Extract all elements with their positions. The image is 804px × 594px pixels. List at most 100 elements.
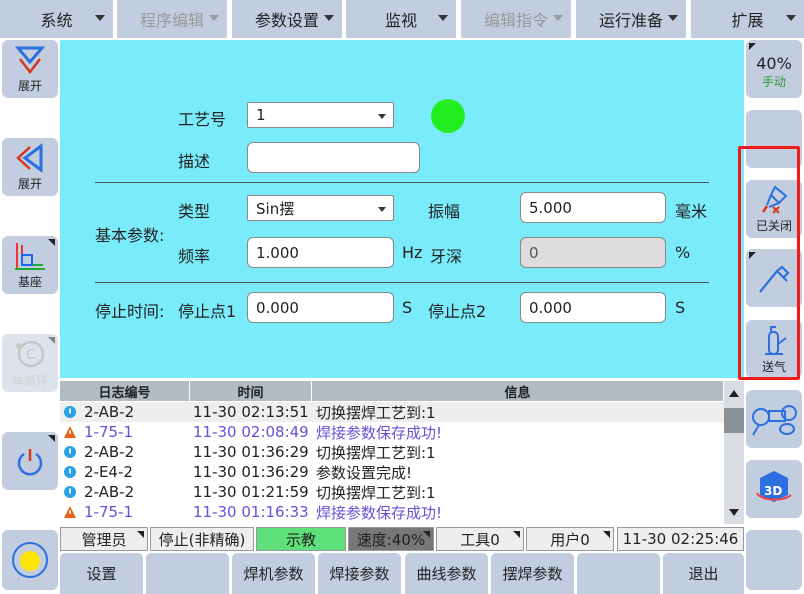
depth-input[interactable]: 0 xyxy=(520,237,666,268)
torch-angle-button[interactable] xyxy=(746,249,802,307)
speed-value: 40% xyxy=(756,54,792,73)
log-msg: 切换摆焊工艺到:1 xyxy=(316,483,436,502)
status-light-icon xyxy=(12,542,48,578)
log-time: 11-30 01:16:33 xyxy=(193,503,309,521)
freq-input[interactable]: 1.000 xyxy=(247,237,394,268)
user-status[interactable]: 管理员 xyxy=(60,527,148,551)
speed-status[interactable]: 速度:40% xyxy=(348,527,434,551)
amp-unit: 毫米 xyxy=(675,202,708,221)
info-icon xyxy=(64,446,76,458)
menu-label: 程序编辑 xyxy=(139,11,204,30)
userframe-text: 用户0 xyxy=(550,530,590,549)
menu-4[interactable]: 编辑指令 xyxy=(461,0,571,38)
log-row[interactable]: 2-AB-2 11-30 01:21:59 切换摆焊工艺到:1 xyxy=(60,482,724,502)
expand-down-icon xyxy=(15,46,45,74)
log-row[interactable]: 1-75-1 11-30 02:08:49 焊接参数保存成功! xyxy=(60,422,724,442)
menu-5[interactable]: 运行准备 xyxy=(576,0,686,38)
log-time: 11-30 02:13:51 xyxy=(193,403,309,421)
log-msg: 参数设置完成! xyxy=(316,463,413,482)
scroll-down-icon[interactable] xyxy=(729,509,739,516)
bottom-button-6[interactable] xyxy=(577,553,660,594)
amp-input[interactable]: 5.000 xyxy=(520,192,666,223)
basic-params-label: 基本参数: xyxy=(95,226,165,245)
bottom-button-5[interactable]: 摆焊参数 xyxy=(491,553,574,594)
stop-time-label: 停止时间: xyxy=(95,302,165,321)
chevron-down-icon xyxy=(378,114,386,119)
stop1-input[interactable]: 0.000 xyxy=(247,292,394,323)
type-label: 类型 xyxy=(178,202,211,221)
log-time: 11-30 02:08:49 xyxy=(193,423,309,441)
coordinate-axes-icon xyxy=(15,242,45,270)
bottom-button-2[interactable]: 焊机参数 xyxy=(232,553,315,594)
single-cycle-button[interactable]: C 单循环 xyxy=(2,334,58,392)
expand-button-side[interactable]: 展开 xyxy=(2,138,58,196)
log-row[interactable]: 2-AB-2 11-30 01:36:29 切换摆焊工艺到:1 xyxy=(60,442,724,462)
type-value: Sin摆 xyxy=(256,199,295,218)
col-header-time[interactable]: 时间 xyxy=(190,381,312,401)
bottom-button-7[interactable]: 退出 xyxy=(663,553,744,594)
clock: 11-30 02:25:46 xyxy=(617,527,744,551)
chevron-down-icon xyxy=(378,207,386,212)
log-time: 11-30 01:36:29 xyxy=(193,443,309,461)
userframe-status[interactable]: 用户0 xyxy=(526,527,614,551)
log-msg: 切换摆焊工艺到:1 xyxy=(316,403,436,422)
menu-6[interactable]: 扩展 xyxy=(691,0,804,38)
speed-button[interactable]: 40% 手动 xyxy=(746,40,802,98)
desc-input[interactable] xyxy=(247,142,420,173)
torch-status-label: 已关闭 xyxy=(755,218,792,233)
expand-label: 展开 xyxy=(17,176,42,191)
menu-label: 监视 xyxy=(384,11,417,30)
highlight-box xyxy=(738,146,800,380)
tool-text: 工具0 xyxy=(460,530,500,549)
gas-button[interactable]: 送气 xyxy=(746,320,802,378)
robot-arm-icon xyxy=(752,405,797,436)
speed-text: 速度:40% xyxy=(356,530,426,549)
mode-status: 示教 xyxy=(256,527,346,551)
menu-1[interactable]: 程序编辑 xyxy=(117,0,227,38)
info-icon xyxy=(64,466,76,478)
type-select[interactable]: Sin摆 xyxy=(247,195,394,221)
blank-button-bottom[interactable] xyxy=(746,530,802,590)
craft-value: 1 xyxy=(256,106,266,124)
craft-select[interactable]: 1 xyxy=(247,102,394,128)
bottom-button-4[interactable]: 曲线参数 xyxy=(405,553,488,594)
expand-button-top[interactable]: 展开 xyxy=(2,40,58,98)
menu-label: 参数设置 xyxy=(254,11,319,30)
stop2-input[interactable]: 0.000 xyxy=(520,292,666,323)
dropdown-corner-icon xyxy=(137,531,144,538)
expand-label: 展开 xyxy=(17,78,42,93)
menu-3[interactable]: 监视 xyxy=(346,0,456,38)
log-row[interactable]: 2-E4-2 11-30 01:36:29 参数设置完成! xyxy=(60,462,724,482)
log-row[interactable]: 1-75-1 11-30 01:16:33 焊接参数保存成功! xyxy=(60,502,724,522)
indicator-button[interactable] xyxy=(2,530,58,590)
menu-label: 系统 xyxy=(40,11,73,30)
cycle-icon: C xyxy=(16,340,45,367)
menu-2[interactable]: 参数设置 xyxy=(232,0,342,38)
3d-view-button[interactable]: 3D xyxy=(746,460,802,518)
coordinate-base-button[interactable]: 基座 xyxy=(2,236,58,294)
blank-button[interactable] xyxy=(746,110,802,168)
log-id: 1-75-1 xyxy=(84,423,133,441)
torch-button[interactable]: 已关闭 xyxy=(746,180,802,238)
bottom-button-3[interactable]: 焊接参数 xyxy=(318,553,401,594)
power-button[interactable] xyxy=(2,432,58,490)
robot-jog-button[interactable] xyxy=(746,390,802,448)
tool-status[interactable]: 工具0 xyxy=(436,527,524,551)
warning-icon xyxy=(64,426,76,438)
chevron-down-icon xyxy=(438,15,448,21)
menu-0[interactable]: 系统 xyxy=(0,0,113,38)
bottom-button-0[interactable]: 设置 xyxy=(60,553,143,594)
log-id: 2-AB-2 xyxy=(84,443,135,461)
scroll-up-icon[interactable] xyxy=(729,390,739,397)
scroll-thumb[interactable] xyxy=(724,408,744,433)
gas-label: 送气 xyxy=(761,359,786,374)
log-id: 2-AB-2 xyxy=(84,403,135,421)
svg-text:C: C xyxy=(26,347,36,363)
col-header-id[interactable]: 日志编号 xyxy=(60,381,190,401)
log-row[interactable]: 2-AB-2 11-30 02:13:51 切换摆焊工艺到:1 xyxy=(60,402,724,422)
log-scrollbar[interactable] xyxy=(724,381,744,524)
bottom-button-1[interactable] xyxy=(146,553,229,594)
svg-text:3D: 3D xyxy=(764,484,782,498)
status-indicator xyxy=(431,99,465,133)
col-header-msg[interactable]: 信息 xyxy=(312,381,724,401)
